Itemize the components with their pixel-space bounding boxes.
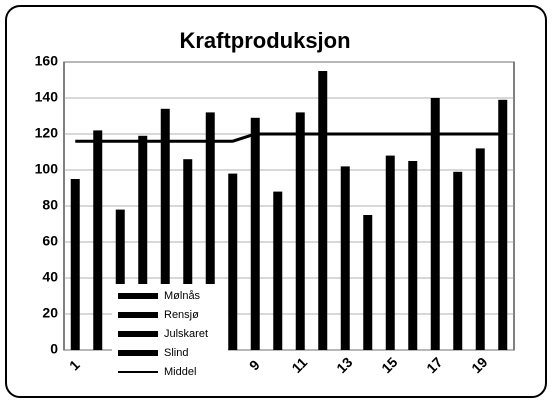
bar [70, 179, 80, 350]
bar [363, 215, 373, 350]
bar [475, 148, 485, 350]
legend-label: Rensjø [164, 309, 199, 321]
bar [205, 112, 215, 351]
y-tick-label: 120 [35, 125, 59, 141]
chart-title: Kraftproduksjon [179, 28, 350, 53]
bar [183, 159, 193, 350]
bar [408, 161, 418, 350]
y-tick-label: 80 [42, 197, 58, 213]
bar [138, 135, 148, 350]
bar [93, 130, 103, 350]
bar [295, 112, 305, 351]
y-tick-label: 160 [35, 53, 59, 69]
legend-label: Slind [164, 347, 188, 359]
line [75, 132, 503, 143]
bar [228, 173, 238, 350]
y-tick-label: 60 [42, 233, 58, 249]
y-tick-label: 140 [35, 89, 59, 105]
legend-label: Middel [164, 366, 196, 378]
bar [115, 209, 125, 350]
y-tick-label: 40 [42, 269, 58, 285]
legend-label: Julskaret [164, 328, 208, 340]
bar [385, 155, 395, 350]
legend-label: Mølnås [164, 290, 201, 302]
bar [340, 166, 350, 350]
bar [273, 191, 283, 350]
bar [160, 108, 170, 350]
y-tick-label: 20 [42, 305, 58, 321]
y-tick-label: 0 [50, 341, 58, 357]
bar [430, 98, 440, 350]
bar [318, 71, 328, 350]
bar [498, 99, 508, 350]
bar [453, 171, 463, 350]
bar [250, 117, 260, 350]
y-tick-label: 100 [35, 161, 59, 177]
